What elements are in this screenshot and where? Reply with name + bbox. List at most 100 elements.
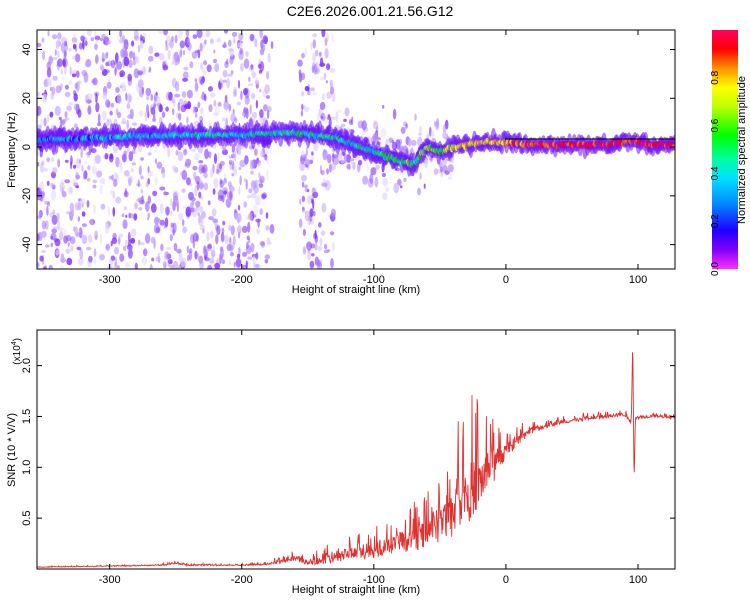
noise-speckle bbox=[224, 94, 228, 103]
noise-speckle bbox=[257, 63, 262, 69]
noise-speckle bbox=[90, 37, 95, 42]
noise-speckle bbox=[94, 95, 97, 101]
noise-speckle bbox=[93, 204, 96, 214]
noise-speckle bbox=[63, 229, 67, 236]
spectrogram-y-tick-label: 20 bbox=[21, 92, 33, 104]
noise-speckle bbox=[323, 72, 327, 80]
noise-speckle bbox=[171, 36, 174, 42]
noise-speckle bbox=[135, 183, 142, 187]
noise-speckle bbox=[258, 183, 264, 188]
noise-speckle bbox=[235, 258, 242, 268]
noise-speckle bbox=[340, 123, 346, 128]
noise-speckle bbox=[194, 153, 200, 161]
noise-speckle bbox=[223, 177, 226, 185]
noise-speckle bbox=[46, 157, 50, 163]
noise-speckle bbox=[111, 174, 114, 181]
noise-speckle bbox=[37, 262, 40, 268]
noise-speckle bbox=[150, 236, 156, 244]
snr-x-tick-label: 100 bbox=[629, 574, 647, 586]
noise-speckle bbox=[82, 40, 85, 50]
noise-speckle bbox=[174, 81, 180, 92]
noise-speckle bbox=[181, 91, 187, 98]
noise-speckle bbox=[70, 209, 75, 217]
noise-speckle bbox=[148, 47, 151, 54]
noise-speckle bbox=[163, 256, 167, 268]
noise-speckle bbox=[166, 91, 171, 101]
noise-speckle bbox=[220, 232, 225, 243]
noise-speckle bbox=[226, 58, 229, 65]
noise-speckle bbox=[419, 172, 422, 180]
noise-speckle bbox=[129, 50, 134, 59]
snr-x-axis-label: Height of straight line (km) bbox=[292, 584, 420, 596]
noise-speckle bbox=[331, 116, 336, 120]
noise-speckle bbox=[75, 174, 81, 180]
noise-speckle bbox=[318, 222, 322, 228]
noise-speckle bbox=[249, 33, 255, 42]
noise-speckle bbox=[147, 212, 151, 219]
noise-speckle bbox=[139, 110, 144, 117]
noise-speckle bbox=[197, 253, 200, 261]
noise-speckle bbox=[110, 240, 113, 247]
noise-speckle bbox=[264, 254, 270, 260]
noise-speckle bbox=[94, 230, 98, 241]
noise-speckle bbox=[229, 159, 233, 163]
noise-speckle bbox=[119, 253, 125, 262]
noise-speckle bbox=[230, 113, 236, 123]
noise-speckle bbox=[219, 77, 222, 84]
noise-speckle bbox=[331, 32, 334, 43]
noise-speckle bbox=[322, 63, 326, 67]
noise-speckle bbox=[101, 110, 107, 121]
noise-speckle bbox=[388, 142, 392, 148]
noise-speckle bbox=[301, 91, 304, 97]
noise-speckle bbox=[245, 51, 249, 57]
noise-speckle bbox=[442, 132, 446, 139]
noise-speckle bbox=[196, 30, 203, 39]
noise-speckle bbox=[240, 90, 243, 101]
noise-speckle bbox=[304, 210, 310, 222]
noise-speckle bbox=[208, 104, 213, 113]
noise-speckle bbox=[72, 43, 77, 50]
noise-speckle bbox=[84, 94, 89, 104]
noise-speckle bbox=[206, 231, 210, 242]
noise-speckle bbox=[66, 105, 72, 111]
noise-speckle bbox=[216, 169, 220, 175]
noise-speckle bbox=[322, 92, 325, 101]
noise-speckle bbox=[164, 217, 169, 228]
noise-speckle bbox=[92, 77, 98, 86]
noise-speckle bbox=[134, 262, 138, 269]
noise-speckle bbox=[261, 242, 265, 248]
noise-speckle bbox=[131, 228, 137, 237]
noise-speckle bbox=[133, 51, 136, 61]
noise-speckle bbox=[134, 30, 139, 40]
noise-speckle bbox=[238, 247, 241, 253]
noise-speckle bbox=[112, 232, 117, 240]
noise-speckle bbox=[66, 257, 73, 266]
noise-speckle bbox=[185, 30, 190, 38]
noise-speckle bbox=[100, 203, 106, 210]
noise-speckle bbox=[74, 202, 80, 211]
noise-speckle bbox=[259, 241, 266, 246]
noise-speckle bbox=[80, 35, 85, 42]
noise-speckle bbox=[207, 265, 212, 269]
noise-speckle bbox=[233, 261, 236, 268]
noise-speckle bbox=[208, 216, 215, 221]
noise-speckle bbox=[62, 59, 67, 65]
noise-speckle bbox=[237, 79, 241, 89]
noise-speckle bbox=[204, 148, 209, 160]
noise-speckle bbox=[222, 144, 226, 152]
noise-speckle bbox=[72, 55, 76, 60]
noise-speckle bbox=[126, 119, 129, 130]
noise-speckle bbox=[212, 188, 216, 195]
noise-speckle bbox=[255, 195, 261, 206]
noise-speckle bbox=[396, 143, 400, 151]
noise-speckle bbox=[71, 37, 78, 43]
noise-speckle bbox=[66, 106, 72, 112]
noise-speckle bbox=[96, 170, 103, 178]
noise-speckle bbox=[316, 260, 322, 269]
noise-speckle bbox=[188, 250, 193, 261]
noise-speckle bbox=[310, 42, 313, 50]
noise-speckle bbox=[124, 262, 131, 268]
noise-speckle bbox=[145, 104, 150, 115]
noise-speckle bbox=[57, 58, 63, 67]
